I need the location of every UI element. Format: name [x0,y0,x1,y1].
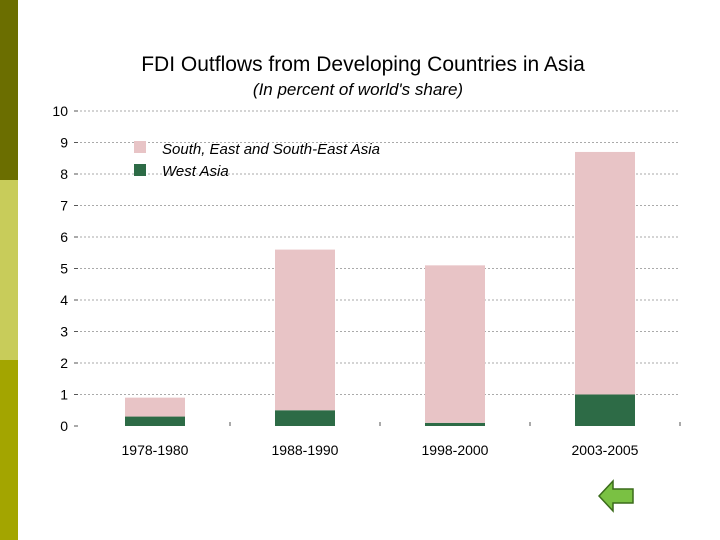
y-tick-label: 3 [60,324,68,340]
back-arrow-button[interactable] [597,479,634,513]
x-category-label: 1988-1990 [272,442,339,458]
bar-south-east-asia [425,265,485,423]
legend-swatch-west-asia [134,164,146,176]
side-bar-bottom [0,360,18,540]
legend-swatch-south-east-asia [134,141,146,153]
bar-west-asia [575,394,635,426]
y-tick-label: 1 [60,387,68,403]
y-tick-label: 6 [60,229,68,245]
legend: South, East and South-East Asia West Asi… [134,141,380,180]
chart-title: FDI Outflows from Developing Countries i… [141,53,585,76]
bar-south-east-asia [575,151,635,395]
y-tick-label: 9 [60,135,68,151]
bar-west-asia [425,422,485,426]
bar-south-east-asia [275,249,335,411]
x-category-label: 1998-2000 [422,442,489,458]
bar-south-east-asia [125,397,185,417]
x-category-label: 2003-2005 [572,442,639,458]
y-tick-label: 0 [60,418,68,434]
bar-west-asia [275,410,335,426]
y-axis: 0 1 2 3 4 5 6 7 8 9 10 [52,103,681,434]
y-tick-label: 10 [52,103,68,119]
bar-west-asia [125,416,185,426]
x-axis: 1978-1980 1988-1990 1998-2000 2003-2005 [122,442,639,458]
y-tick-label: 2 [60,355,68,371]
y-tick-label: 4 [60,292,68,308]
x-category-label: 1978-1980 [122,442,189,458]
chart-subtitle: (In percent of world's share) [253,80,463,99]
y-tick-label: 8 [60,166,68,182]
y-tick-label: 5 [60,261,68,277]
y-tick-label: 7 [60,198,68,214]
legend-label-west-asia: West Asia [162,163,229,180]
side-bar-middle [0,180,18,360]
side-bar-top [0,0,18,180]
left-arrow-icon [597,479,634,513]
legend-label-south-east-asia: South, East and South-East Asia [162,141,380,158]
bars [125,151,635,426]
